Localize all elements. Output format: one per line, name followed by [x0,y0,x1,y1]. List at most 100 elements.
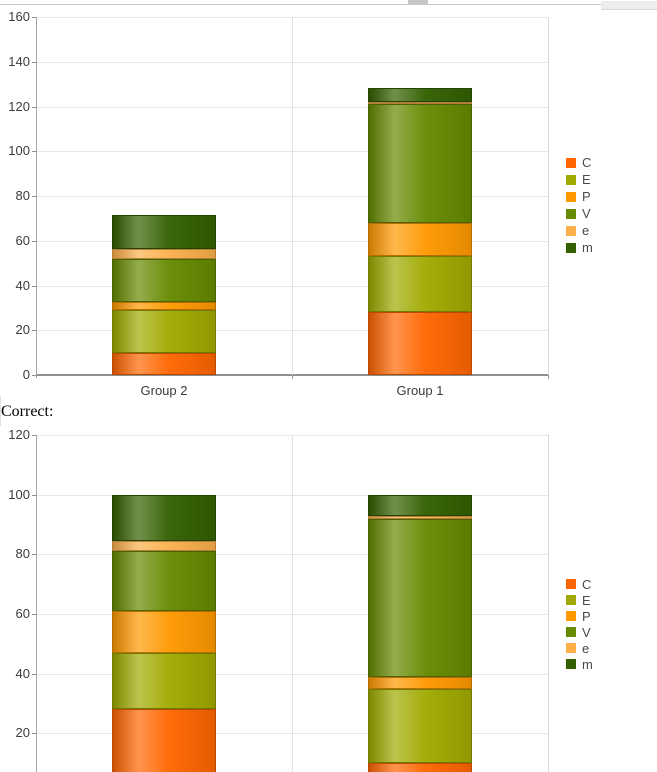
bar-segment-P [112,611,216,653]
y-tick-label: 20 [15,725,30,741]
bar-segment-E [368,688,472,764]
legend-item-P: P [566,608,593,624]
bar-segment-m [112,215,216,249]
y-tick-label: 60 [15,606,30,621]
legend-item-V: V [566,205,593,222]
bar-segment-P [368,222,472,257]
bar-segment-P [112,302,216,311]
browser-tab-notch [408,0,428,4]
y-tick-label: 40 [15,665,30,681]
legend-label-E: E [582,172,591,187]
y-axis-line [36,17,37,378]
browser-chrome-divider [0,4,657,5]
category-separator [292,17,293,375]
bar-segment-E [112,310,216,353]
y-tick-label: 80 [15,546,30,562]
legend-label-V: V [582,206,591,221]
legend-item-E: E [566,171,593,188]
legend-item-V: V [566,624,593,640]
legend-item-P: P [566,188,593,205]
y-axis-tick [32,554,36,556]
legend-item-e: e [566,222,593,239]
y-tick-label: 140 [8,53,30,69]
y-axis-tick [32,673,36,675]
legend-item-E: E [566,592,593,608]
y-axis-tick [32,151,36,153]
bar-segment-e [368,102,472,105]
y-axis-tick [32,494,36,496]
x-axis-tick [292,375,293,379]
bar-segment-e [112,248,216,259]
y-tick-label: 120 [8,98,30,114]
legend-label-E: E [582,592,591,608]
y-axis-tick [32,240,36,242]
legend-swatch-m [566,242,576,253]
legend-swatch-E [566,174,576,185]
bar-segment-C [368,312,472,375]
legend-swatch-E [566,595,576,605]
y-tick-label: 120 [8,427,30,442]
bar-segment-V [112,551,216,612]
bar-segment-C [112,709,216,772]
legend-label-e: e [582,223,590,238]
legend-label-P: P [582,608,591,624]
bar-segment-P [368,676,472,689]
bar-category-2 [368,435,472,772]
y-axis-tick [32,17,36,18]
y-tick-label: 100 [8,143,30,159]
legend-swatch-C [566,157,576,168]
legend-swatch-e [566,225,576,236]
bar-segment-C [368,763,472,772]
legend-swatch-P [566,611,576,621]
y-tick-label: 80 [15,188,30,203]
scrollbar-fragment[interactable] [601,1,657,10]
bar-segment-V [112,258,216,303]
bar-segment-m [368,494,472,516]
y-tick-label: 160 [8,9,30,24]
legend-label-C: C [582,155,592,170]
y-axis-tick [32,614,36,615]
legend-item-e: e [566,640,593,656]
bar-segment-E [368,256,472,313]
bar-Group 1 [368,17,472,375]
y-axis-tick [32,106,36,108]
y-tick-label: 40 [15,277,30,293]
plot-right-border [548,435,549,772]
legend-label-P: P [582,189,591,204]
plot-right-border [548,17,549,375]
y-tick-label: 0 [22,367,30,382]
legend-item-C: C [566,576,593,592]
legend-label-V: V [582,624,591,640]
legend-swatch-m [566,659,576,669]
bar-segment-V [368,104,472,223]
y-axis-tick [32,61,36,63]
y-axis-tick [32,435,36,436]
bar-segment-E [112,652,216,710]
legend-label-m: m [582,240,593,255]
bar-segment-m [368,87,472,103]
legend-swatch-P [566,191,576,202]
legend-swatch-C [566,579,576,589]
y-tick-label: 60 [15,232,30,248]
y-axis-tick [32,733,36,735]
bar-category-1 [112,435,216,772]
y-axis-tick [32,375,36,376]
legend-item-C: C [566,154,593,171]
legend-swatch-V [566,208,576,219]
bar-segment-e [368,515,472,519]
bar-segment-V [368,518,472,677]
y-axis-tick [32,330,36,332]
x-axis-tick [548,375,549,379]
legend-label-e: e [582,640,590,656]
x-category-label: Group 1 [396,383,444,398]
bar-segment-m [112,494,216,541]
bar-segment-C [112,352,216,375]
legend-label-C: C [582,576,592,592]
y-axis-tick [32,285,36,287]
correct-heading: Correct: [1,403,54,420]
y-axis-tick [32,196,36,197]
